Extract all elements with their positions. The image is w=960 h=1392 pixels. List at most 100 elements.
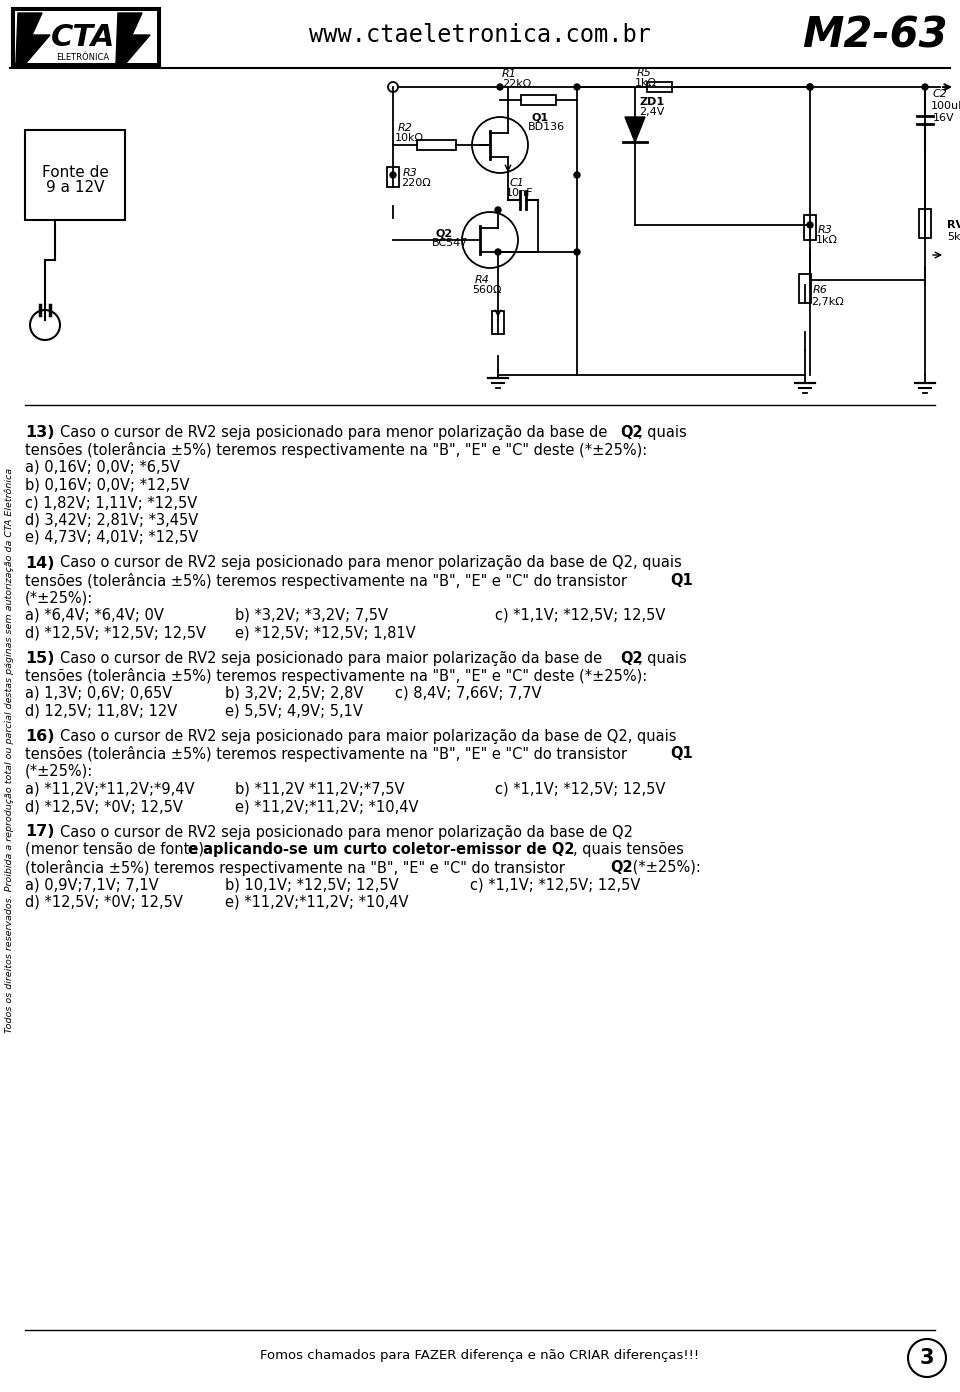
Text: c) 8,4V; 7,66V; 7,7V: c) 8,4V; 7,66V; 7,7V [395, 686, 541, 702]
Text: tensões (tolerância ±5%) teremos respectivamente na "B", "E" e "C" do transistor: tensões (tolerância ±5%) teremos respect… [25, 574, 632, 589]
Circle shape [497, 84, 503, 90]
Text: 16): 16) [25, 729, 55, 743]
Text: 22kΩ: 22kΩ [502, 79, 531, 89]
Text: e) 5,5V; 4,9V; 5,1V: e) 5,5V; 4,9V; 5,1V [225, 703, 363, 718]
Text: ZD1: ZD1 [639, 97, 664, 107]
Bar [799, 274, 811, 303]
Text: (tolerância ±5%) teremos respectivamente na "B", "E" e "C" do transistor: (tolerância ±5%) teremos respectivamente… [25, 859, 569, 876]
Text: Caso o cursor de RV2 seja posicionado para menor polarização da base de Q2, quai: Caso o cursor de RV2 seja posicionado pa… [60, 555, 682, 571]
Text: a) *11,2V;*11,2V;*9,4V: a) *11,2V;*11,2V;*9,4V [25, 781, 195, 796]
Text: (*±25%):: (*±25%): [628, 859, 701, 874]
Text: M2-63: M2-63 [803, 14, 948, 56]
Text: b) *3,2V; *3,2V; 7,5V: b) *3,2V; *3,2V; 7,5V [235, 608, 388, 624]
Text: ELETRÔNICA: ELETRÔNICA [57, 53, 109, 63]
Text: b) 0,16V; 0,0V; *12,5V: b) 0,16V; 0,0V; *12,5V [25, 477, 189, 493]
Text: RV2: RV2 [947, 220, 960, 230]
Text: tensões (tolerância ±5%) teremos respectivamente na "B", "E" e "C" deste (*±25%): tensões (tolerância ±5%) teremos respect… [25, 668, 647, 685]
Text: CTA: CTA [51, 24, 115, 53]
Text: d) *12,5V; *0V; 12,5V: d) *12,5V; *0V; 12,5V [25, 895, 182, 909]
Bar [804, 216, 816, 241]
Text: 10nF: 10nF [506, 188, 534, 198]
Text: a) *6,4V; *6,4V; 0V: a) *6,4V; *6,4V; 0V [25, 608, 164, 624]
Text: Caso o cursor de RV2 seja posicionado para menor polarização da base de: Caso o cursor de RV2 seja posicionado pa… [60, 425, 612, 440]
Bar [12, 8, 160, 65]
Text: b) 10,1V; *12,5V; 12,5V: b) 10,1V; *12,5V; 12,5V [225, 877, 398, 892]
Polygon shape [16, 13, 50, 63]
Text: c) *1,1V; *12,5V; 12,5V: c) *1,1V; *12,5V; 12,5V [470, 877, 640, 892]
Text: C2: C2 [933, 89, 948, 99]
Circle shape [807, 221, 813, 228]
Text: R1: R1 [502, 70, 516, 79]
Text: 16V: 16V [933, 113, 954, 122]
Text: 100uF: 100uF [931, 102, 960, 111]
Polygon shape [625, 117, 645, 142]
Text: Fonte de: Fonte de [41, 166, 108, 180]
Text: R4: R4 [475, 276, 490, 285]
Text: Caso o cursor de RV2 seja posicionado para maior polarização da base de: Caso o cursor de RV2 seja posicionado pa… [60, 651, 607, 665]
Text: tensões (tolerância ±5%) teremos respectivamente na "B", "E" e "C" deste (*±25%): tensões (tolerância ±5%) teremos respect… [25, 443, 647, 458]
Text: d) 12,5V; 11,8V; 12V: d) 12,5V; 11,8V; 12V [25, 703, 178, 718]
Text: Q2: Q2 [620, 425, 642, 440]
Text: Todos os direitos reservados. Proibida a reprodução total ou parcial destas pági: Todos os direitos reservados. Proibida a… [4, 468, 13, 1033]
Text: d) 3,42V; 2,81V; *3,45V: d) 3,42V; 2,81V; *3,45V [25, 512, 199, 528]
Text: R6: R6 [813, 285, 828, 295]
Text: R2: R2 [398, 122, 413, 134]
Bar [417, 141, 456, 150]
Text: c) *1,1V; *12,5V; 12,5V: c) *1,1V; *12,5V; 12,5V [495, 781, 665, 796]
Bar [387, 167, 399, 187]
Text: 220Ω: 220Ω [401, 178, 431, 188]
Text: (menor tensão de fonte): (menor tensão de fonte) [25, 842, 208, 857]
Bar [919, 209, 931, 238]
Text: 3: 3 [920, 1347, 934, 1368]
Bar [25, 129, 125, 220]
Text: c) 1,82V; 1,11V; *12,5V: c) 1,82V; 1,11V; *12,5V [25, 496, 197, 509]
Text: www.ctaeletronica.com.br: www.ctaeletronica.com.br [309, 24, 651, 47]
Text: 17): 17) [25, 824, 55, 839]
Text: b) *11,2V *11,2V;*7,5V: b) *11,2V *11,2V;*7,5V [235, 781, 404, 796]
Text: e) 4,73V; 4,01V; *12,5V: e) 4,73V; 4,01V; *12,5V [25, 530, 199, 546]
Circle shape [390, 173, 396, 178]
Polygon shape [116, 13, 150, 63]
Circle shape [807, 84, 813, 90]
Text: , quais: , quais [638, 651, 686, 665]
Text: 5kΩ: 5kΩ [947, 232, 960, 242]
Text: Q2: Q2 [435, 228, 452, 238]
Text: Q2: Q2 [610, 859, 633, 874]
Text: 2,7kΩ: 2,7kΩ [811, 296, 844, 308]
Text: BD136: BD136 [528, 122, 565, 132]
Text: 1kΩ: 1kΩ [635, 78, 657, 88]
Text: 560Ω: 560Ω [472, 285, 501, 295]
Circle shape [495, 249, 501, 255]
Text: 1kΩ: 1kΩ [816, 235, 838, 245]
Text: 2,4V: 2,4V [639, 107, 664, 117]
Circle shape [574, 173, 580, 178]
Text: Caso o cursor de RV2 seja posicionado para maior polarização da base de Q2, quai: Caso o cursor de RV2 seja posicionado pa… [60, 729, 677, 743]
Text: BC547: BC547 [432, 238, 468, 248]
Text: b) 3,2V; 2,5V; 2,8V: b) 3,2V; 2,5V; 2,8V [225, 686, 364, 702]
Text: 10kΩ: 10kΩ [395, 134, 424, 143]
Circle shape [495, 207, 501, 213]
Circle shape [574, 84, 580, 90]
Circle shape [574, 249, 580, 255]
Text: a) 0,16V; 0,0V; *6,5V: a) 0,16V; 0,0V; *6,5V [25, 459, 180, 475]
Text: c) *1,1V; *12,5V; 12,5V: c) *1,1V; *12,5V; 12,5V [495, 608, 665, 624]
Text: Q1: Q1 [532, 111, 549, 122]
Bar [647, 82, 672, 92]
Text: 13): 13) [25, 425, 55, 440]
Text: C1: C1 [510, 178, 525, 188]
Text: , quais: , quais [638, 425, 686, 440]
Text: d) *12,5V; *0V; 12,5V: d) *12,5V; *0V; 12,5V [25, 799, 182, 814]
Text: 9 a 12V: 9 a 12V [46, 180, 105, 195]
Text: , quais tensões: , quais tensões [573, 842, 684, 857]
Text: d) *12,5V; *12,5V; 12,5V: d) *12,5V; *12,5V; 12,5V [25, 625, 206, 640]
Bar [15, 11, 157, 63]
Text: Q2: Q2 [620, 651, 642, 665]
Bar [521, 95, 556, 104]
Text: (*±25%):: (*±25%): [25, 764, 93, 780]
Text: Caso o cursor de RV2 seja posicionado para menor polarização da base de Q2: Caso o cursor de RV2 seja posicionado pa… [60, 824, 633, 839]
Text: R5: R5 [637, 68, 652, 78]
Bar [492, 312, 504, 334]
Text: 15): 15) [25, 651, 55, 665]
Text: a) 0,9V;7,1V; 7,1V: a) 0,9V;7,1V; 7,1V [25, 877, 158, 892]
Circle shape [807, 84, 813, 90]
